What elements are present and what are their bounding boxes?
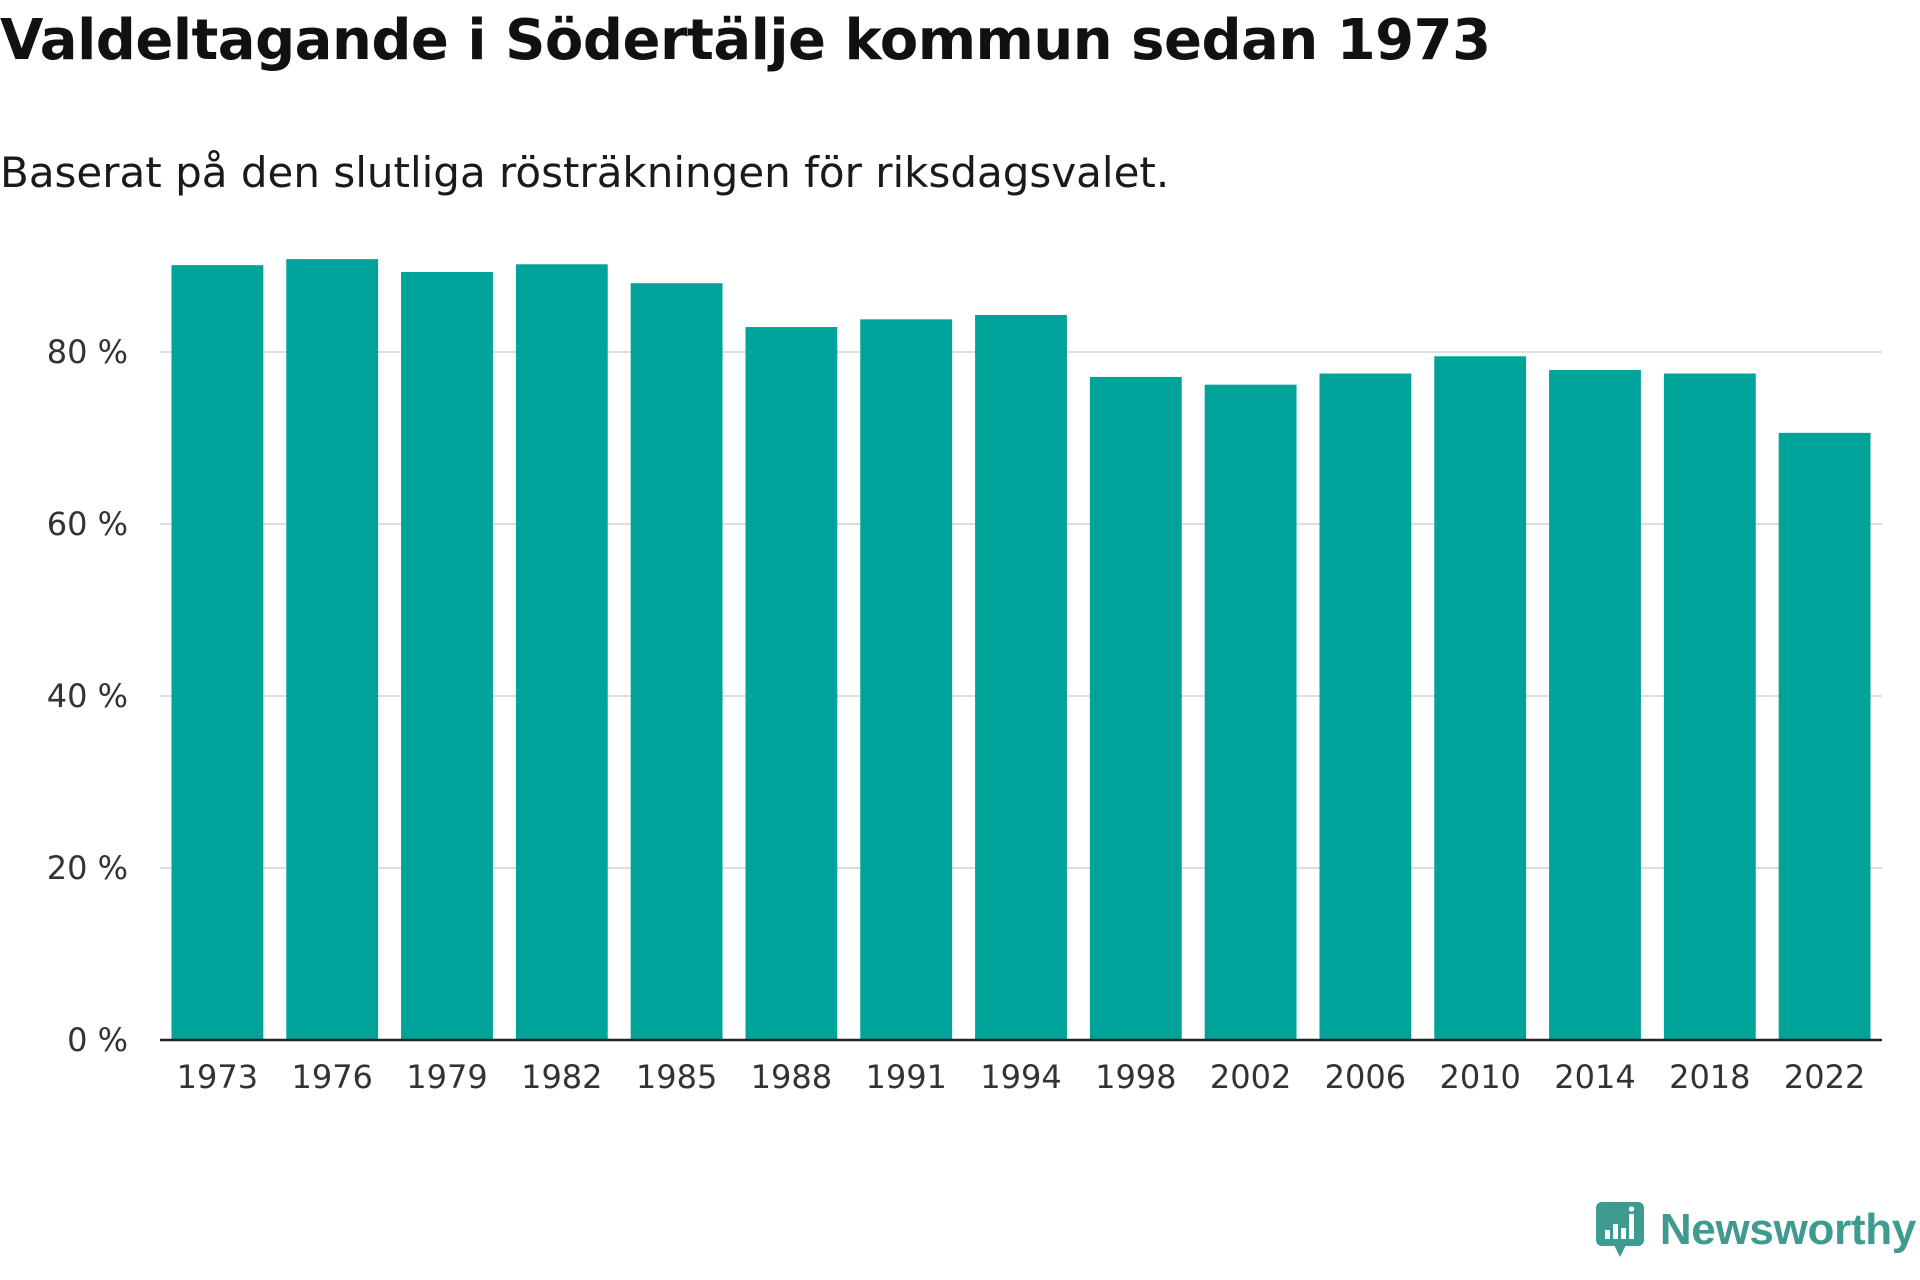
x-tick-label: 2006 — [1325, 1058, 1406, 1096]
brand-name: Newsworthy — [1659, 1205, 1916, 1254]
y-tick-label: 0 % — [67, 1021, 128, 1059]
bar — [1778, 432, 1871, 1041]
y-tick-label: 60 % — [47, 505, 128, 543]
y-tick-label: 40 % — [47, 677, 128, 715]
bar — [1319, 373, 1412, 1040]
x-tick-label: 1991 — [865, 1058, 946, 1096]
bar — [171, 265, 264, 1040]
bar — [975, 315, 1067, 1040]
bar — [860, 319, 953, 1040]
chart-title: Valdeltagande i Södertälje kommun sedan … — [0, 8, 1491, 73]
bar — [1549, 370, 1641, 1040]
x-tick-label: 1994 — [980, 1058, 1061, 1096]
x-tick-label: 2010 — [1439, 1058, 1520, 1096]
bar — [745, 327, 838, 1040]
x-tick-label: 2018 — [1669, 1058, 1750, 1096]
y-tick-label: 80 % — [47, 333, 128, 371]
bar — [1204, 384, 1297, 1040]
bar — [401, 272, 493, 1040]
chart-subtitle: Baserat på den slutliga rösträkningen fö… — [0, 148, 1170, 197]
x-tick-label: 1979 — [406, 1058, 487, 1096]
bars — [171, 259, 1871, 1041]
x-tick-label: 1985 — [636, 1058, 717, 1096]
x-tick-label: 1973 — [177, 1058, 258, 1096]
x-tick-label: 2002 — [1210, 1058, 1291, 1096]
bar — [286, 259, 379, 1040]
x-tick-label: 1998 — [1095, 1058, 1176, 1096]
chart-speech-bubble-icon — [1595, 1202, 1644, 1257]
bar — [1434, 356, 1527, 1040]
y-tick-label: 20 % — [47, 849, 128, 887]
x-tick-label: 2022 — [1784, 1058, 1865, 1096]
x-tick-label: 1982 — [521, 1058, 602, 1096]
x-tick-label: 2014 — [1554, 1058, 1635, 1096]
bar — [630, 283, 723, 1040]
brand-logo: Newsworthy — [1594, 1200, 1916, 1260]
x-tick-label: 1988 — [751, 1058, 832, 1096]
axes: 0 % 20 % 40 % 60 % 80 % 1973 1976 1979 1982 1985 1… — [47, 333, 1882, 1096]
x-tick-label: 1976 — [291, 1058, 372, 1096]
bar — [1663, 373, 1756, 1040]
bar — [515, 264, 608, 1040]
bar — [1089, 376, 1182, 1040]
